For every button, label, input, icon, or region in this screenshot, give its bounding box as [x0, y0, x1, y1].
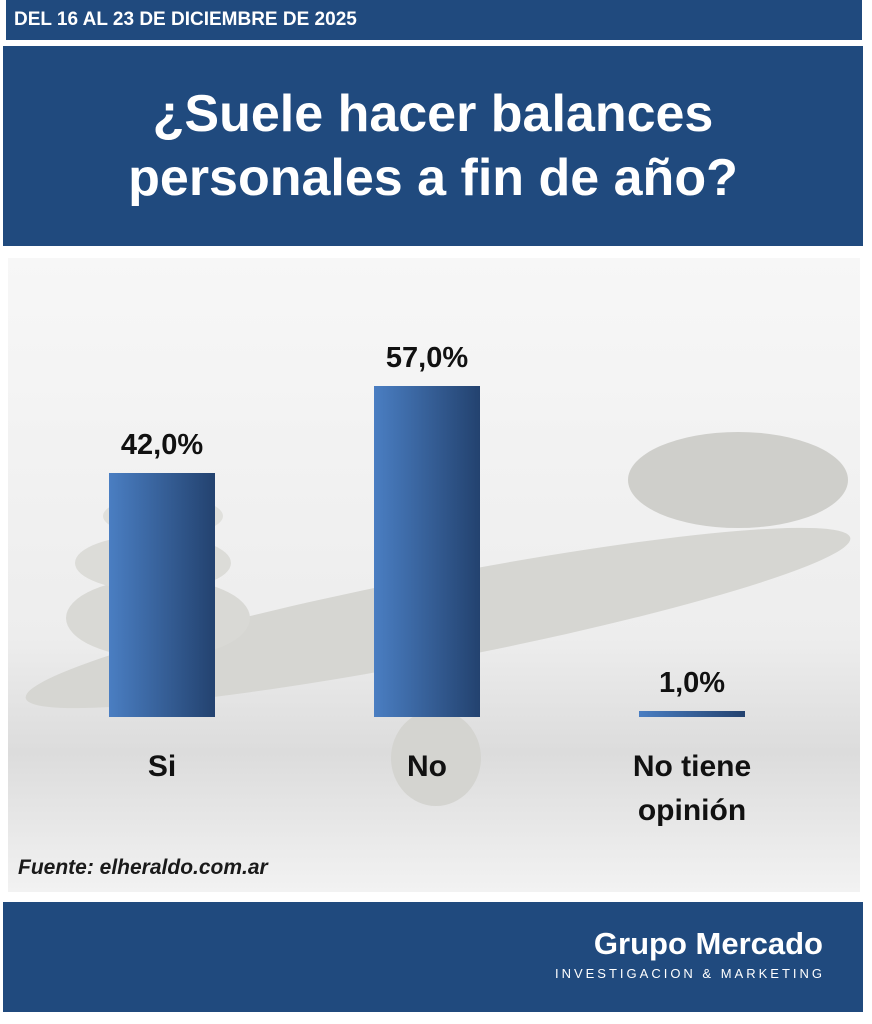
source: Fuente: elheraldo.com.ar: [18, 856, 268, 879]
value-label: 57,0%: [385, 342, 469, 375]
x-tick-label: No tiene opinión: [632, 750, 752, 827]
bar: [639, 711, 745, 717]
value-label: 1,0%: [658, 667, 726, 700]
plot-area: 42,0% Si 57,0% No 1,0% No tiene opinión: [8, 258, 860, 892]
value-label: 42,0%: [120, 429, 204, 462]
x-tick-label: Si: [147, 750, 177, 783]
date: DEL 16 AL 23 DE DICIEMBRE DE 2025: [14, 9, 357, 30]
brand-subtitle: INVESTIGACION & MARKETING: [554, 966, 825, 981]
chart-title: ¿Suele hacer balances personales a fin d…: [128, 85, 738, 207]
bar: [374, 386, 480, 717]
bar: [109, 473, 215, 717]
title-box: ¿Suele hacer balances personales a fin d…: [3, 46, 863, 246]
x-tick-label: No: [407, 750, 447, 783]
brand: Grupo Mercado: [593, 926, 823, 961]
footer: Grupo Mercado INVESTIGACION & MARKETING: [3, 902, 863, 1012]
date-banner: DEL 16 AL 23 DE DICIEMBRE DE 2025: [6, 0, 862, 40]
